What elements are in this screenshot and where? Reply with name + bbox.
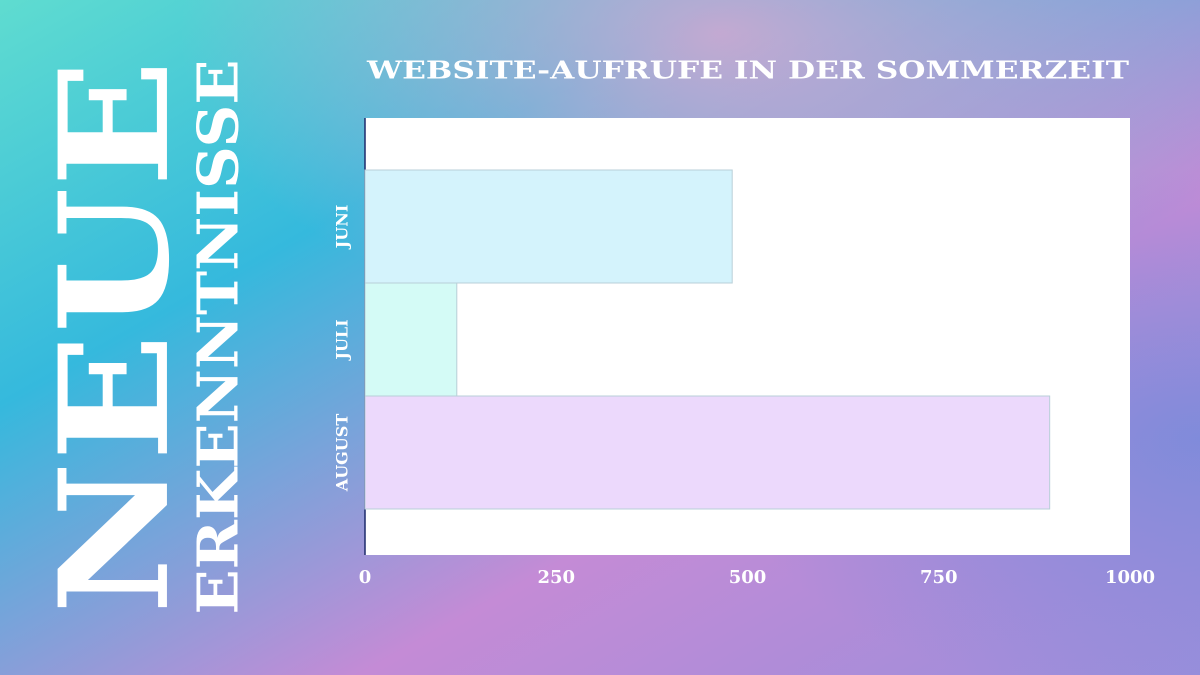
x-tick-label: 1000 [1105,567,1155,588]
headline: NEUE [27,60,203,615]
bar [364,395,1051,510]
bar [364,169,733,284]
chart-title: WEBSITE-AUFRUFE IN DER SOMMERZEIT [366,56,1129,85]
y-tick-label: AUGUST [333,414,352,493]
x-tick-label: 750 [920,567,958,588]
y-tick-label: JUNI [333,205,352,251]
x-tick-label: 500 [729,567,767,588]
y-tick-label: JULI [333,319,352,361]
x-tick-label: 250 [537,567,575,588]
x-tick-label: 0 [359,567,372,588]
subheadline: ERKENNTNISSE [186,60,252,615]
bar [364,282,458,397]
